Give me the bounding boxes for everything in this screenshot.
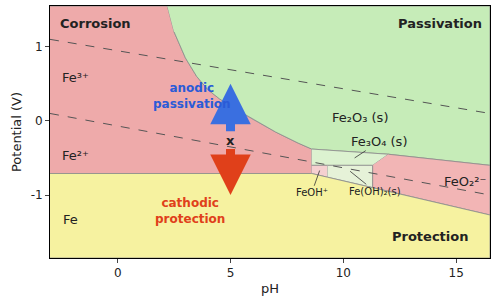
svg-text:Fe²⁺: Fe²⁺ — [62, 148, 89, 163]
svg-text:x: x — [226, 133, 235, 148]
svg-text:15: 15 — [449, 266, 464, 280]
svg-text:Passivation: Passivation — [398, 16, 482, 31]
svg-text:Corrosion: Corrosion — [60, 16, 131, 31]
svg-text:Fe₃O₄ (s): Fe₃O₄ (s) — [351, 134, 407, 149]
svg-text:FeO₂²⁻: FeO₂²⁻ — [444, 174, 486, 189]
svg-text:0: 0 — [114, 266, 122, 280]
svg-text:Fe³⁺: Fe³⁺ — [62, 70, 89, 85]
svg-text:Potential (V): Potential (V) — [9, 92, 24, 172]
svg-text:5: 5 — [227, 266, 235, 280]
svg-text:Protection: Protection — [392, 229, 468, 244]
svg-text:10: 10 — [336, 266, 351, 280]
svg-text:Fe(OH)₂(s): Fe(OH)₂(s) — [349, 186, 401, 197]
svg-text:anodicpassivation: anodicpassivation — [153, 81, 231, 111]
svg-text:-1: -1 — [31, 188, 43, 202]
svg-text:pH: pH — [261, 281, 279, 296]
svg-text:cathodicprotection: cathodicprotection — [155, 196, 225, 226]
svg-text:1: 1 — [35, 40, 43, 54]
svg-text:0: 0 — [35, 114, 43, 128]
svg-text:Fe: Fe — [63, 212, 78, 227]
svg-text:Fe₂O₃ (s): Fe₂O₃ (s) — [332, 110, 388, 125]
svg-text:FeOH⁺: FeOH⁺ — [296, 187, 328, 198]
